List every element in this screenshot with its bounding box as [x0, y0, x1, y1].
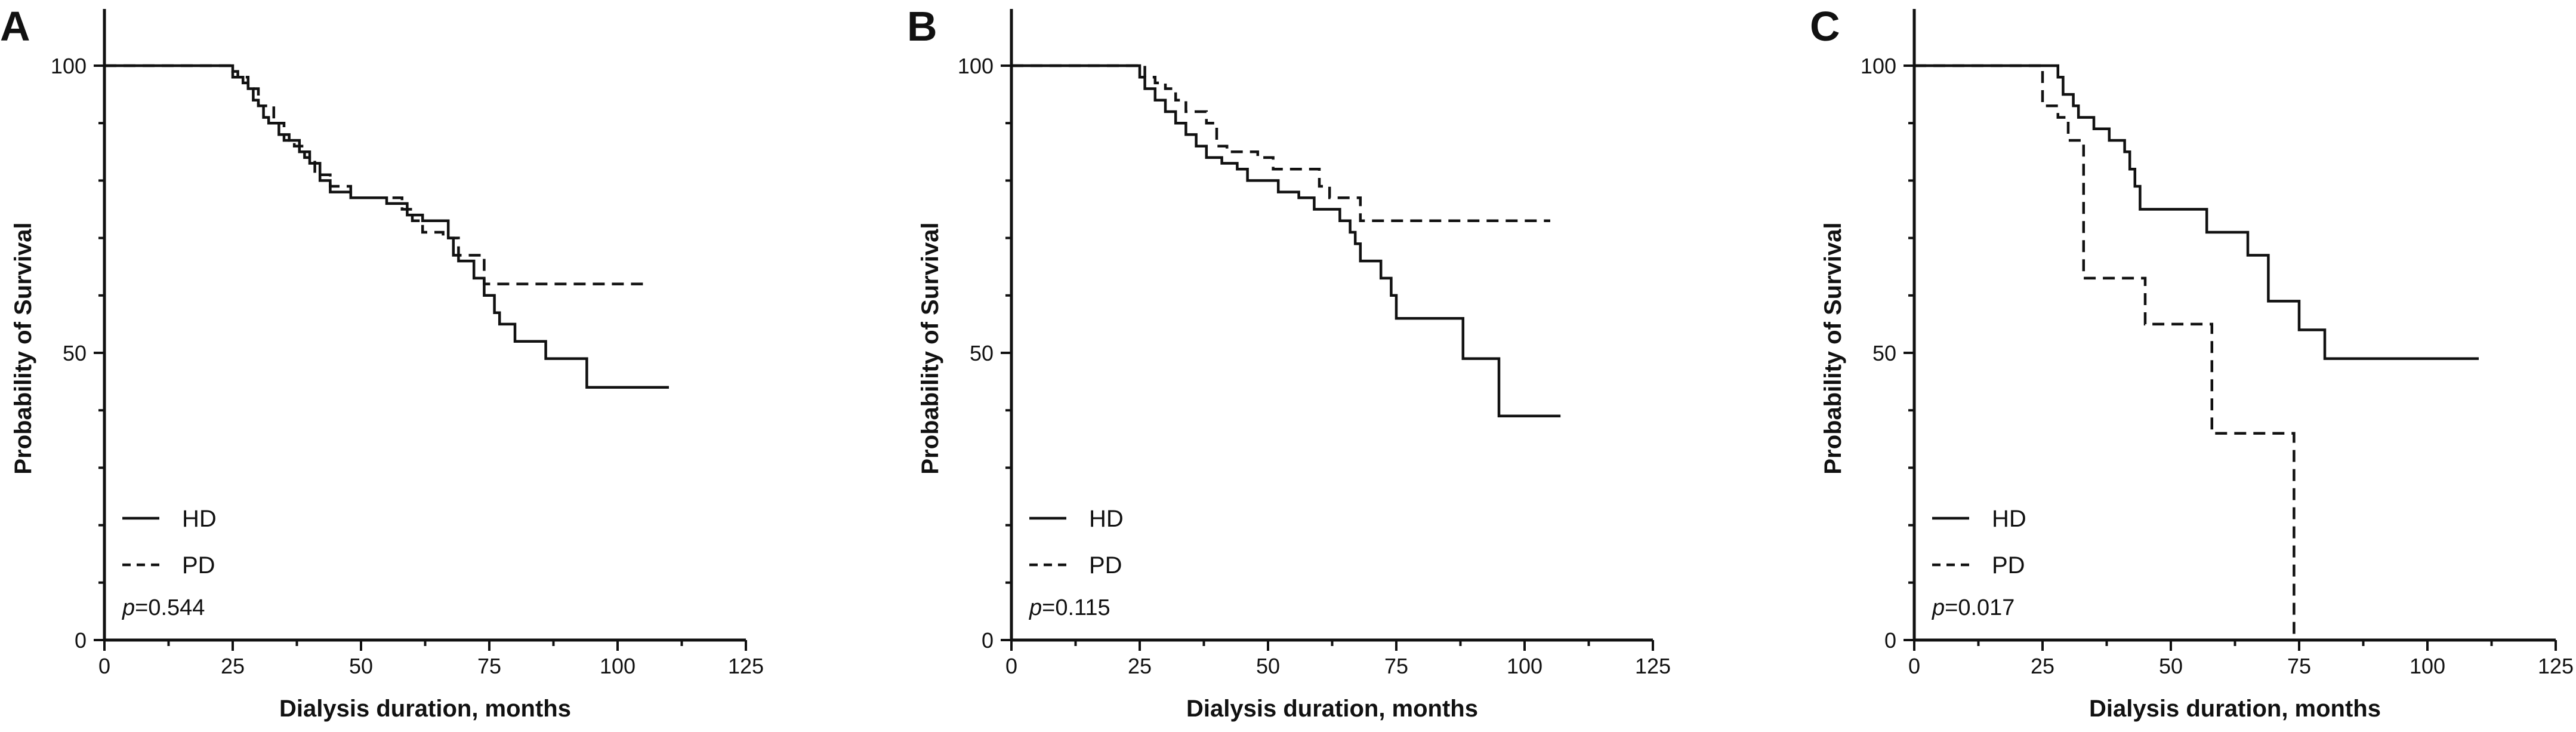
series-curve-pd — [104, 64, 643, 285]
legend-label-hd: HD — [1089, 506, 1124, 532]
legend-label-pd: PD — [1089, 552, 1122, 579]
y-tick-label: 50 — [63, 341, 87, 365]
y-tick-label: 100 — [1861, 54, 1896, 78]
chart-panel-b: B 0 25 50 75 100 125 0 50 100 Dialysis duration, m… — [907, 3, 1671, 722]
x-tick-label: 25 — [2031, 654, 2054, 678]
series-curve-hd — [104, 64, 669, 389]
series-curve-hd — [1914, 64, 2479, 360]
panel-letter: A — [0, 3, 30, 50]
chart-panel-a: A 0 25 50 75 100 125 0 50 100 Dialysis duration, m… — [0, 3, 764, 722]
x-tick-label: 100 — [600, 654, 635, 678]
x-tick-label: 75 — [1384, 654, 1408, 678]
x-tick-label: 0 — [1908, 654, 1920, 678]
p-value-label: p=0.017 — [1932, 595, 2014, 620]
y-tick-label: 50 — [1872, 341, 1896, 365]
x-tick-label: 100 — [1507, 654, 1542, 678]
chart-panel-c: C 0 25 50 75 100 125 0 50 100 Dialysis duration, m… — [1810, 3, 2574, 722]
x-tick-label: 100 — [2410, 654, 2445, 678]
x-tick-label: 0 — [1005, 654, 1017, 678]
legend-label-pd: PD — [182, 552, 215, 579]
x-tick-label: 0 — [98, 654, 110, 678]
series-curve-pd — [1011, 64, 1550, 222]
x-tick-label: 125 — [2538, 654, 2574, 678]
panel-letter: C — [1810, 3, 1840, 50]
y-tick-label: 0 — [1884, 628, 1896, 653]
p-value-label: p=0.544 — [122, 595, 205, 620]
x-tick-label: 125 — [728, 654, 764, 678]
y-tick-label: 100 — [51, 54, 87, 78]
legend-label-pd: PD — [1992, 552, 2025, 579]
legend-label-hd: HD — [1992, 506, 2026, 532]
y-tick-label: 50 — [970, 341, 994, 365]
y-axis-title: Probability of Survival — [917, 222, 943, 474]
x-tick-label: 75 — [477, 654, 501, 678]
panel-letter: B — [907, 3, 937, 50]
x-tick-label: 50 — [349, 654, 373, 678]
y-tick-label: 0 — [982, 628, 994, 653]
y-axis-title: Probability of Survival — [1820, 222, 1846, 474]
legend-label-hd: HD — [182, 506, 217, 532]
y-tick-label: 0 — [75, 628, 87, 653]
x-axis-title: Dialysis duration, months — [1186, 696, 1478, 722]
x-axis-title: Dialysis duration, months — [2089, 696, 2381, 722]
series-curve-hd — [1011, 64, 1561, 418]
x-tick-label: 125 — [1635, 654, 1671, 678]
x-axis-title: Dialysis duration, months — [279, 696, 571, 722]
x-tick-label: 75 — [2287, 654, 2311, 678]
p-value-label: p=0.115 — [1029, 595, 1110, 620]
x-tick-label: 25 — [1128, 654, 1152, 678]
y-axis-title: Probability of Survival — [10, 222, 36, 474]
y-tick-label: 100 — [958, 54, 994, 78]
x-tick-label: 50 — [1256, 654, 1280, 678]
series-curve-pd — [1914, 64, 2296, 640]
x-tick-label: 25 — [221, 654, 245, 678]
x-tick-label: 50 — [2159, 654, 2183, 678]
